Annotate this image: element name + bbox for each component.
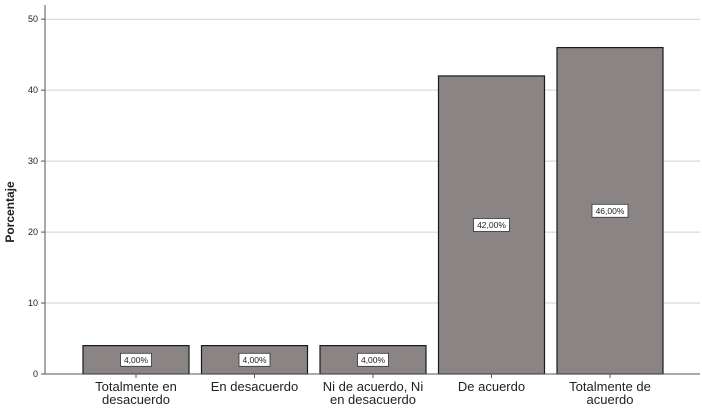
- y-tick-label: 20: [28, 227, 38, 237]
- x-tick-label: Totalmente en desacuerdo: [95, 379, 177, 407]
- data-label-box: [238, 352, 271, 367]
- data-label: 4,00%: [242, 355, 267, 365]
- data-labels: 4,00% 4,00% 4,00% 42,00% 46,00%: [120, 203, 629, 367]
- data-label-box: [591, 203, 629, 218]
- y-tick-label: 0: [33, 369, 38, 379]
- y-tick-label: 10: [28, 298, 38, 308]
- y-tick-label: 40: [28, 85, 38, 95]
- bars: [82, 46, 664, 375]
- x-tick-label: De acuerdo: [458, 379, 525, 394]
- data-label-box: [473, 218, 510, 232]
- x-tick-label: Ni de acuerdo, Ni en desacuerdo: [323, 379, 424, 407]
- axes: 0 10 20 30 40 50 Totalmente en desacuerdo En des…: [28, 5, 700, 407]
- x-tick-label: En desacuerdo: [211, 379, 298, 394]
- y-tick-label: 30: [28, 156, 38, 166]
- y-axis-label: Porcentaje: [3, 181, 17, 243]
- y-tick-label: 50: [28, 14, 38, 24]
- data-label: 4,00%: [361, 355, 386, 365]
- data-label: 42,00%: [477, 220, 506, 230]
- data-label: 46,00%: [596, 206, 625, 216]
- data-label: 4,00%: [124, 355, 149, 365]
- x-tick-label: Totalmente de acuerdo: [569, 379, 651, 407]
- data-label-box: [357, 352, 389, 367]
- data-label-box: [120, 352, 152, 367]
